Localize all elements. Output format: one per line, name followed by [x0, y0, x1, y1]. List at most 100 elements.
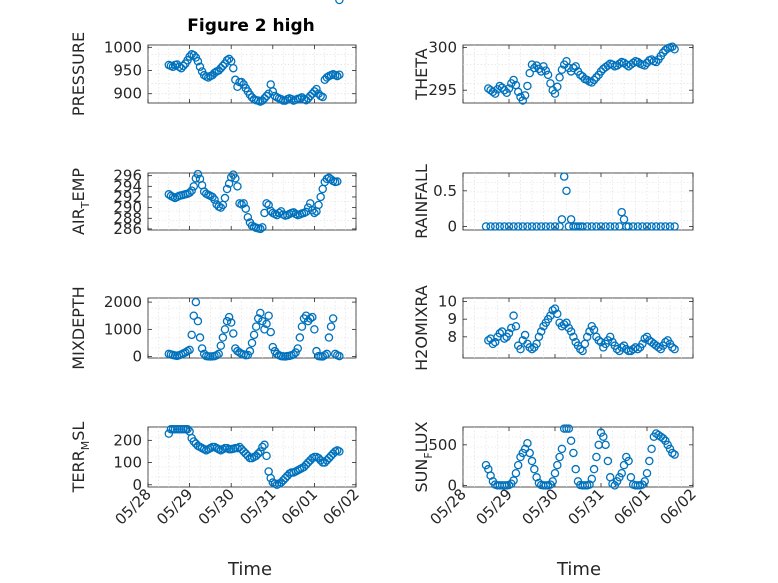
data-point [651, 222, 661, 231]
data-point [310, 208, 319, 218]
data-point [193, 56, 203, 66]
data-point [181, 348, 190, 357]
y-axis-label: THETA [412, 48, 431, 100]
data-point [253, 449, 263, 458]
y-tick-label: 290 [113, 199, 142, 217]
data-point [260, 440, 269, 450]
data-point [187, 186, 196, 195]
data-point [495, 329, 505, 338]
data-point [562, 186, 571, 196]
data-point [305, 314, 315, 323]
data-point [534, 332, 544, 342]
data-point [541, 66, 551, 75]
data-point [229, 329, 238, 338]
data-point [665, 222, 675, 231]
data-point [305, 91, 315, 101]
figure-title: Figure 2 high [187, 16, 315, 36]
data-point [640, 61, 649, 70]
data-point [638, 339, 647, 349]
data-point [264, 311, 273, 320]
data-point [220, 325, 230, 334]
data-point [212, 351, 221, 360]
data-point [218, 61, 228, 71]
data-point [559, 172, 569, 181]
data-point [183, 424, 192, 434]
data-point [324, 333, 334, 342]
data-point [301, 311, 311, 320]
y-tick-label: 200 [113, 431, 142, 449]
data-point [208, 192, 217, 202]
y-axis-label: AIRTEMP [69, 168, 92, 235]
data-point [527, 456, 537, 466]
data-point [214, 349, 223, 359]
data-point [193, 316, 203, 326]
data-point [295, 333, 305, 342]
data-point [633, 222, 643, 231]
data-point [183, 346, 192, 356]
subplot-4: 0.5 0 RAINFALL [412, 164, 694, 239]
data-point [222, 56, 232, 65]
y-tick-label: 900 [113, 85, 142, 103]
x-tick-label: 06/01 [611, 485, 654, 528]
data-point [523, 81, 532, 91]
data-point [670, 450, 679, 459]
y-axis-label: RAINFALL [412, 164, 431, 239]
data-point [177, 63, 186, 73]
data-point [642, 222, 652, 231]
x-tick-label: 05/30 [519, 485, 562, 528]
data-point [557, 215, 567, 224]
data-point [605, 222, 615, 231]
data-point [322, 349, 332, 359]
data-point [610, 481, 620, 490]
data-point [318, 92, 327, 102]
data-point [592, 73, 601, 82]
data-point [617, 468, 626, 478]
data-point [633, 481, 643, 490]
data-point [566, 436, 576, 446]
data-point [262, 199, 271, 208]
data-point [612, 477, 622, 486]
data-point [297, 322, 307, 331]
data-point [656, 222, 666, 231]
data-point [631, 343, 640, 352]
data-point [312, 346, 321, 356]
data-point [210, 68, 219, 78]
data-point [566, 327, 576, 336]
y-tick-label: 100 [113, 454, 142, 472]
data-point [301, 207, 311, 217]
data-point [335, 351, 344, 361]
y-tick-label: 2000 [104, 293, 142, 311]
y-tick-label: 296 [113, 167, 142, 185]
data-point [262, 319, 271, 329]
data-point [661, 45, 670, 55]
data-point [509, 75, 518, 85]
data-point [513, 222, 523, 231]
data-point [308, 206, 317, 215]
data-point [335, 447, 344, 456]
data-point [513, 460, 523, 470]
data-point [665, 444, 675, 454]
data-point [216, 63, 226, 73]
y-tick-label: 1000 [104, 38, 142, 56]
data-point [293, 344, 303, 353]
data-point [245, 346, 255, 356]
data-point [185, 52, 194, 61]
subplot-1: 1000 950 900 PRESSURE [69, 32, 357, 116]
data-point [326, 322, 336, 331]
data-point [520, 91, 530, 100]
data-point [214, 66, 223, 75]
data-point [495, 81, 505, 91]
data-point [509, 222, 518, 231]
data-point [633, 57, 643, 67]
data-point [490, 337, 500, 347]
data-point [589, 75, 599, 85]
data-point [226, 173, 236, 182]
data-point [550, 222, 560, 231]
data-point [260, 94, 269, 103]
data-point [661, 222, 670, 231]
data-point [266, 473, 275, 483]
data-point [481, 222, 491, 231]
